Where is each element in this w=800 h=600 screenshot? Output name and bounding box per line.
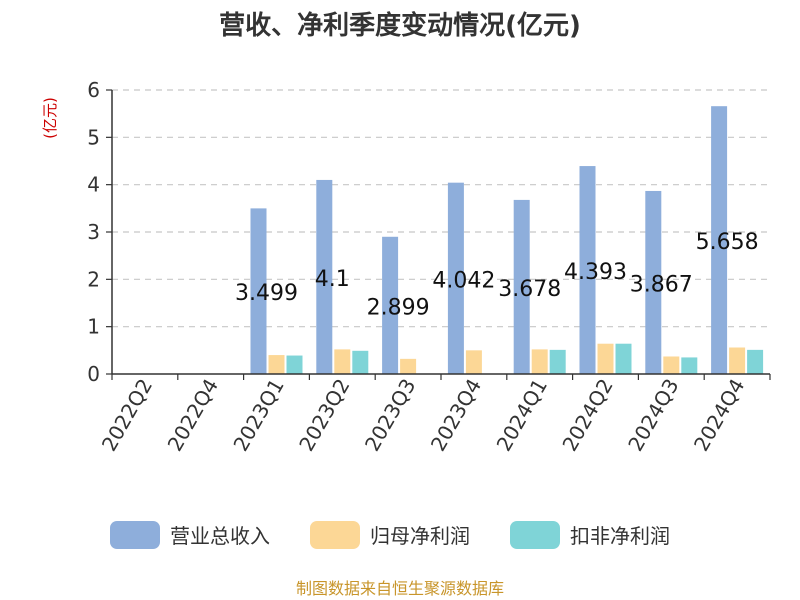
data-label: 2.899 <box>367 295 430 320</box>
x-tick-label: 2023Q4 <box>426 375 486 456</box>
bar-营业总收入-2023Q3[interactable] <box>382 236 399 374</box>
data-label: 4.393 <box>564 260 627 285</box>
legend-label[interactable]: 营业总收入 <box>170 524 270 548</box>
bar-营业总收入-2024Q2[interactable] <box>579 166 596 374</box>
data-label: 3.499 <box>235 281 298 306</box>
bar-营业总收入-2024Q1[interactable] <box>513 199 530 374</box>
bar-归母净利润-2023Q2[interactable] <box>334 349 351 374</box>
data-label: 4.1 <box>315 267 350 292</box>
y-tick-label: 4 <box>87 173 100 197</box>
bar-扣非净利润-2024Q2[interactable] <box>615 343 632 374</box>
y-tick-label: 3 <box>87 220 100 244</box>
x-tick-label: 2024Q1 <box>492 375 552 456</box>
y-tick-label: 1 <box>87 315 100 339</box>
legend-swatch[interactable] <box>110 521 160 549</box>
data-label: 3.678 <box>498 277 561 302</box>
bar-营业总收入-2023Q2[interactable] <box>316 179 333 374</box>
source-note: 制图数据来自恒生聚源数据库 <box>296 579 504 598</box>
legend-label[interactable]: 归母净利润 <box>370 524 470 548</box>
x-tick-label: 2022Q4 <box>163 375 223 456</box>
x-tick-label: 2023Q3 <box>360 375 420 456</box>
data-label: 4.042 <box>432 268 495 293</box>
bar-营业总收入-2024Q3[interactable] <box>645 190 662 374</box>
bar-营业总收入-2023Q1[interactable] <box>250 208 267 374</box>
bars <box>250 106 764 375</box>
x-tick-label: 2022Q2 <box>97 375 157 456</box>
bar-营业总收入-2023Q4[interactable] <box>447 182 464 374</box>
bar-归母净利润-2024Q4[interactable] <box>729 347 746 374</box>
y-tick-label: 0 <box>87 362 100 386</box>
y-tick-label: 2 <box>87 267 100 291</box>
bar-归母净利润-2023Q4[interactable] <box>465 350 482 374</box>
bar-扣非净利润-2023Q2[interactable] <box>352 350 369 374</box>
data-label: 5.658 <box>696 230 759 255</box>
bar-扣非净利润-2023Q1[interactable] <box>286 355 303 374</box>
x-tick-label: 2024Q4 <box>689 375 749 456</box>
bar-归母净利润-2024Q3[interactable] <box>663 356 680 374</box>
bar-扣非净利润-2024Q3[interactable] <box>681 357 698 374</box>
bar-扣非净利润-2024Q1[interactable] <box>549 349 566 374</box>
bar-归母净利润-2024Q1[interactable] <box>531 349 548 374</box>
y-unit-label: (亿元) <box>41 97 59 139</box>
x-tick-label: 2023Q2 <box>294 375 354 456</box>
legend-swatch[interactable] <box>310 521 360 549</box>
bar-扣非净利润-2024Q4[interactable] <box>747 349 764 374</box>
bar-营业总收入-2024Q4[interactable] <box>711 106 728 375</box>
x-tick-label: 2024Q2 <box>557 375 617 456</box>
bar-归母净利润-2023Q1[interactable] <box>268 355 285 374</box>
data-label: 3.867 <box>630 272 693 297</box>
legend-label[interactable]: 扣非净利润 <box>570 524 670 548</box>
y-tick-label: 5 <box>87 125 100 149</box>
bar-归母净利润-2024Q2[interactable] <box>597 343 614 374</box>
y-tick-label: 6 <box>87 78 100 102</box>
bar-归母净利润-2023Q3[interactable] <box>400 358 417 374</box>
x-tick-label: 2023Q1 <box>228 375 288 456</box>
legend-swatch[interactable] <box>510 521 560 549</box>
legend[interactable]: 营业总收入 归母净利润 扣非净利润 <box>110 521 670 549</box>
chart-title: 营收、净利季度变动情况(亿元) <box>219 10 581 41</box>
x-tick-label: 2024Q3 <box>623 375 683 456</box>
